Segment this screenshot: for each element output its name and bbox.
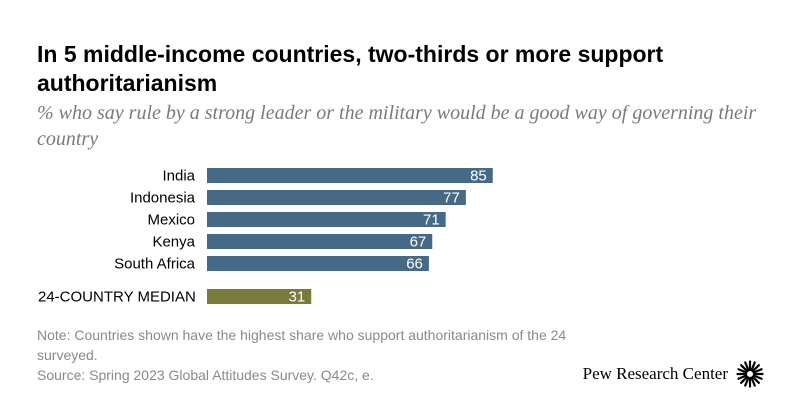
logo-ray bbox=[751, 364, 760, 373]
chart-source: Source: Spring 2023 Global Attitudes Sur… bbox=[37, 367, 374, 383]
category-label-median: 24-COUNTRY MEDIAN bbox=[38, 289, 196, 306]
bar-chart: India 85 Indonesia 77 Mexico 71 Kenya 67 South A… bbox=[38, 168, 493, 306]
value-label: 66 bbox=[406, 256, 423, 273]
value-label: 77 bbox=[443, 190, 460, 207]
category-label: Indonesia bbox=[130, 190, 196, 207]
bar bbox=[207, 212, 446, 227]
logo-ray bbox=[750, 376, 756, 387]
pew-sunburst-icon bbox=[736, 360, 764, 388]
bar bbox=[207, 168, 493, 183]
logo-ray bbox=[750, 361, 756, 372]
bar bbox=[207, 256, 429, 271]
logo-ray bbox=[737, 368, 748, 374]
category-label: South Africa bbox=[114, 256, 196, 273]
logo-ray bbox=[744, 376, 750, 387]
brand-block: Pew Research Center bbox=[583, 360, 764, 388]
value-label: 71 bbox=[423, 212, 440, 229]
chart-subtitle: % who say rule by a strong leader or the… bbox=[37, 102, 757, 150]
logo-ray bbox=[752, 368, 763, 374]
logo-ray bbox=[737, 374, 748, 380]
value-label: 85 bbox=[470, 168, 487, 185]
value-label: 31 bbox=[289, 289, 306, 306]
chart-title: In 5 middle-income countries, two-thirds… bbox=[37, 41, 664, 96]
logo-ray bbox=[744, 361, 750, 372]
category-label: India bbox=[162, 168, 195, 185]
bar bbox=[207, 190, 466, 205]
bar bbox=[207, 234, 433, 249]
category-label: Kenya bbox=[152, 234, 195, 251]
value-label: 67 bbox=[410, 234, 427, 251]
logo-ray bbox=[740, 375, 749, 384]
brand-name: Pew Research Center bbox=[582, 364, 728, 383]
logo-ray bbox=[740, 364, 749, 373]
logo-ray bbox=[752, 374, 763, 380]
category-label: Mexico bbox=[147, 212, 195, 229]
bar-median bbox=[207, 289, 312, 304]
chart-note: Note: Countries shown have the highest s… bbox=[37, 327, 567, 363]
logo-ray bbox=[751, 375, 760, 384]
